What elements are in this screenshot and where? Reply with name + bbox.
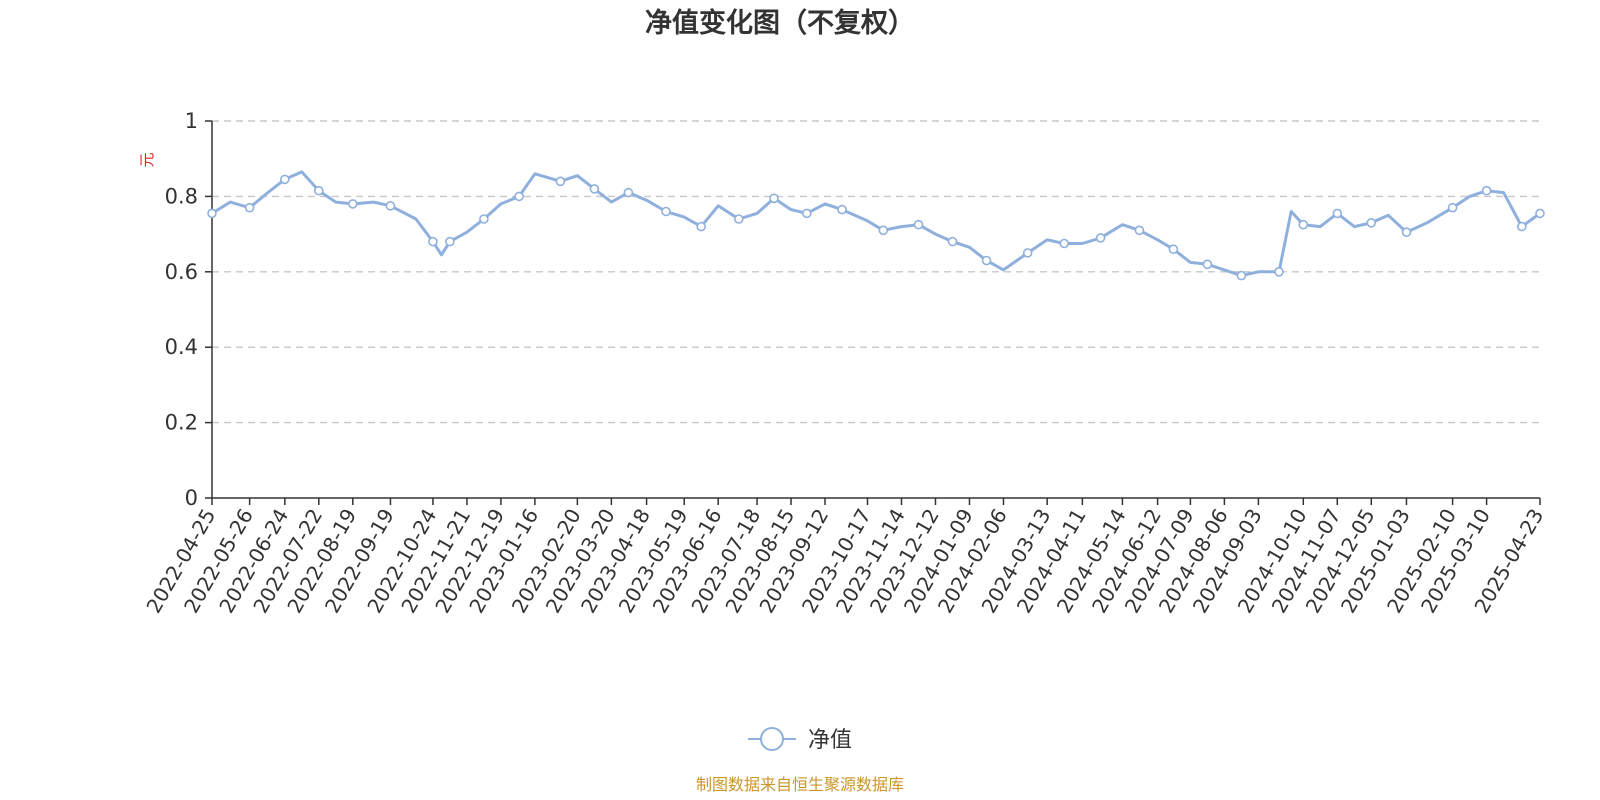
y-tick-label: 0.8 — [165, 184, 198, 208]
chart-title: 净值变化图（不复权） — [645, 7, 915, 39]
data-point — [279, 174, 290, 185]
data-point — [1481, 185, 1492, 196]
series-lines — [210, 170, 1542, 278]
data-point — [1298, 219, 1309, 230]
data-point — [837, 204, 847, 215]
source-note: 制图数据来自恒生聚源数据库 — [696, 775, 904, 794]
axes — [205, 120, 1541, 505]
legend[interactable]: 净值 — [748, 727, 852, 753]
data-point — [947, 236, 958, 247]
data-point — [589, 184, 600, 194]
data-point — [1202, 259, 1213, 270]
data-point — [445, 236, 455, 247]
data-point — [313, 185, 324, 196]
data-point — [1022, 248, 1033, 258]
y-tick-label: 0 — [185, 486, 198, 510]
data-point — [623, 187, 634, 198]
data-point — [1236, 270, 1247, 281]
data-point — [661, 206, 671, 217]
data-point — [696, 221, 707, 232]
data-point — [347, 199, 358, 209]
data-point — [514, 191, 524, 202]
x-tick-labels: 2022-04-252022-05-262022-06-242022-07-22… — [141, 505, 1548, 618]
series-markers — [207, 174, 1545, 281]
data-point — [1366, 218, 1377, 228]
data-point — [801, 208, 812, 219]
data-point — [1332, 208, 1343, 219]
legend-marker-icon — [760, 727, 784, 751]
data-point — [1447, 202, 1458, 213]
data-point — [913, 219, 924, 230]
data-point — [385, 201, 396, 211]
data-point — [1535, 208, 1545, 219]
data-point — [1517, 221, 1527, 232]
y-axis-unit: 元 — [138, 152, 156, 167]
series-line-nav — [210, 170, 1542, 278]
data-point — [1168, 244, 1179, 254]
data-point — [207, 208, 217, 219]
data-point — [769, 193, 779, 204]
data-point — [1059, 238, 1069, 249]
data-point — [555, 176, 566, 187]
data-point — [428, 236, 438, 247]
y-tick-label: 1 — [185, 109, 198, 133]
data-point — [1095, 233, 1106, 243]
data-point — [733, 214, 744, 224]
data-point — [1274, 266, 1284, 277]
grid-lines — [212, 120, 1540, 424]
legend-label: 净值 — [808, 728, 852, 753]
data-point — [878, 225, 889, 236]
data-point — [479, 214, 489, 224]
data-point — [1134, 225, 1145, 236]
y-tick-label: 0.4 — [165, 335, 198, 359]
y-tick-labels: 0 0.2 0.4 0.6 0.8 1 — [165, 109, 198, 510]
y-tick-label: 0.2 — [165, 411, 198, 435]
data-point — [981, 255, 992, 266]
data-point — [244, 202, 255, 213]
data-point — [1401, 227, 1412, 237]
y-tick-label: 0.6 — [165, 260, 198, 284]
